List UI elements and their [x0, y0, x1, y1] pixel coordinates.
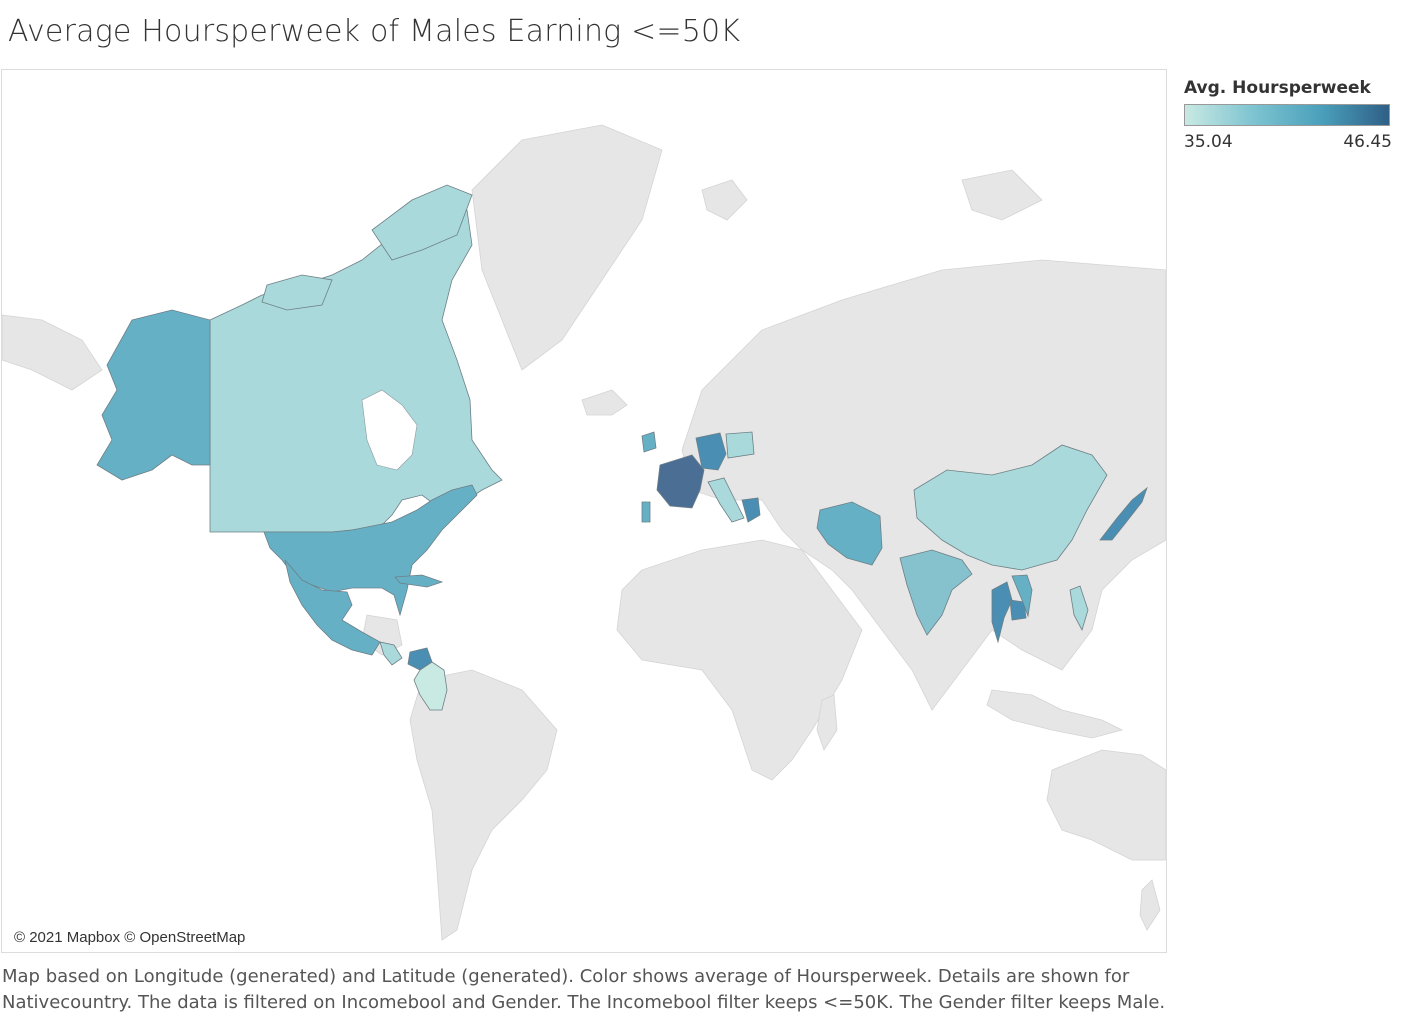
country-canada[interactable] [209, 209, 503, 533]
legend-max-label: 46.45 [1343, 132, 1392, 152]
country-greece[interactable] [741, 497, 761, 523]
country-china[interactable] [913, 444, 1108, 571]
country-italy[interactable] [707, 477, 745, 523]
color-legend[interactable]: Avg. Hoursperweek 35.04 46.45 [1184, 78, 1396, 152]
country-japan[interactable] [1099, 486, 1148, 541]
legend-gradient-bar [1184, 104, 1390, 126]
country-cambodia[interactable] [1009, 599, 1027, 621]
land-madagascar [816, 694, 838, 751]
country-vietnam[interactable] [1011, 574, 1033, 618]
map-caption: Map based on Longitude (generated) and L… [2, 964, 1182, 1016]
country-peru[interactable] [413, 661, 448, 711]
country-india[interactable] [899, 549, 973, 636]
land-south-america [409, 669, 558, 941]
country-portugal[interactable] [641, 501, 651, 523]
hudson-bay [361, 389, 418, 471]
land-new-zealand [1139, 879, 1161, 931]
legend-labels: 35.04 46.45 [1184, 132, 1392, 152]
country-cuba[interactable] [394, 574, 444, 588]
country-thailand[interactable] [991, 581, 1013, 644]
country-central-america[interactable] [379, 641, 403, 666]
land-svalbard [701, 179, 748, 221]
page-title: Average Hoursperweek of Males Earning <=… [8, 14, 741, 49]
land-chukotka [2, 314, 103, 391]
country-ireland[interactable] [641, 431, 657, 453]
country-germany[interactable] [695, 432, 727, 471]
world-map[interactable] [2, 70, 1166, 952]
country-iran[interactable] [816, 501, 883, 566]
caption-line-2: Nativecountry. The data is filtered on I… [2, 992, 1166, 1013]
country-france[interactable] [656, 454, 705, 509]
country-philippines[interactable] [1069, 585, 1089, 632]
land-indonesia [986, 689, 1124, 739]
land-arctic-russia [961, 169, 1043, 221]
caption-line-1: Map based on Longitude (generated) and L… [2, 966, 1130, 987]
country-poland[interactable] [725, 431, 755, 459]
legend-min-label: 35.04 [1184, 132, 1233, 152]
map-panel[interactable]: © 2021 Mapbox © OpenStreetMap [1, 69, 1167, 953]
land-greenland [471, 124, 663, 371]
land-africa [616, 539, 863, 781]
country-canada-islands[interactable] [371, 184, 473, 261]
land-australia [1046, 749, 1166, 861]
country-canada-islands-2[interactable] [261, 274, 333, 311]
country-alaska[interactable] [96, 309, 211, 481]
land-iceland [581, 389, 628, 416]
legend-title: Avg. Hoursperweek [1184, 78, 1371, 98]
map-attribution[interactable]: © 2021 Mapbox © OpenStreetMap [8, 927, 252, 948]
